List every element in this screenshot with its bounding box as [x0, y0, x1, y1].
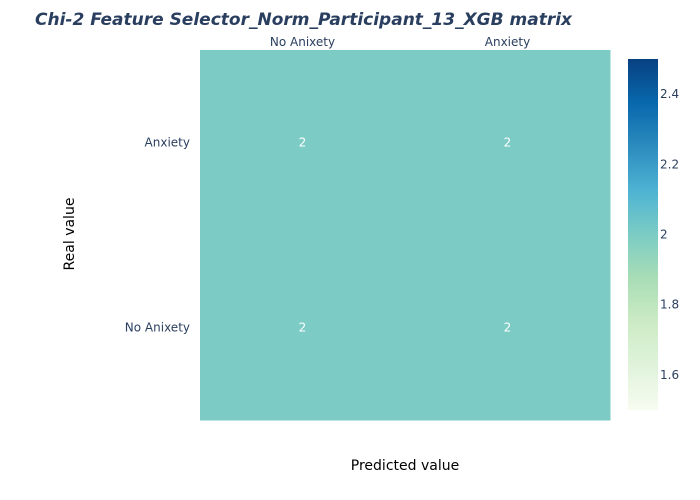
chart-title: Chi-2 Feature Selector_Norm_Participant_… [35, 10, 573, 30]
colorbar-tick-label: 1.6 [660, 368, 679, 382]
colorbar: 1.6 1.8 2 2.2 2.4 [628, 59, 679, 410]
colorbar-tick-label: 2.2 [660, 157, 679, 171]
heatmap-cell-1-1 [405, 235, 611, 421]
heatmap-cell-0-0 [200, 50, 406, 236]
y-tick-label: Anxiety [145, 136, 190, 150]
heatmap-cells [200, 50, 611, 421]
colorbar-ticks: 1.6 1.8 2 2.2 2.4 [660, 87, 679, 382]
colorbar-tick-label: 2.4 [660, 87, 679, 101]
cell-value-label-0-0: 2 [299, 136, 307, 150]
y-axis-title: Real value [62, 198, 78, 271]
cell-value-label-0-1: 2 [504, 136, 512, 150]
x-tick-label: No Anixety [270, 35, 335, 49]
cell-value-label-1-0: 2 [299, 321, 307, 335]
x-axis-title: Predicted value [351, 458, 459, 474]
cell-value-label-1-1: 2 [504, 321, 512, 335]
heatmap-cell-1-0 [200, 235, 406, 421]
y-tick-label: No Anixety [125, 321, 190, 335]
heatmap-cell-labels: 2 2 2 2 [299, 136, 512, 335]
x-tick-label: Anxiety [485, 35, 530, 49]
colorbar-tick-label: 2 [660, 228, 668, 242]
y-axis-ticks: Anxiety No Anixety [125, 136, 190, 335]
heatmap-cell-0-1 [405, 50, 611, 236]
colorbar-tick-label: 1.8 [660, 298, 679, 312]
x-axis-ticks: No Anixety Anxiety [270, 35, 530, 49]
colorbar-gradient [628, 59, 658, 410]
